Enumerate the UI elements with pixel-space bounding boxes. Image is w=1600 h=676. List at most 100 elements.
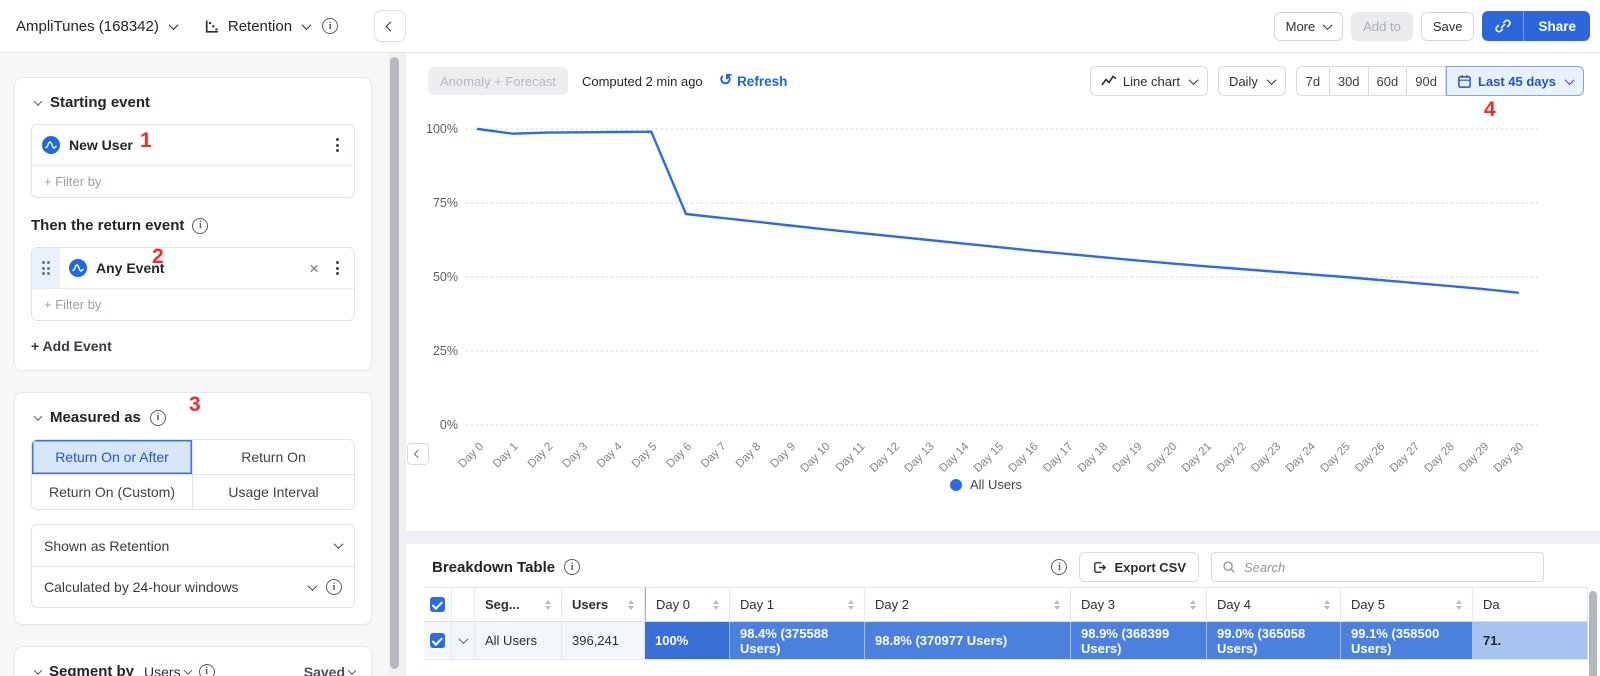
- svg-text:75%: 75%: [433, 196, 458, 210]
- info-icon[interactable]: i: [326, 579, 342, 595]
- column-header-da[interactable]: Da: [1473, 587, 1588, 622]
- svg-text:Day 20: Day 20: [1145, 441, 1179, 475]
- share-button[interactable]: Share: [1524, 11, 1590, 41]
- svg-text:Day 5: Day 5: [630, 441, 660, 471]
- info-icon[interactable]: i: [1051, 559, 1068, 575]
- chevron-down-icon: [1188, 74, 1199, 85]
- link-icon: [1495, 19, 1511, 33]
- add-event-button[interactable]: + Add Event: [31, 338, 112, 354]
- range-preset-60d[interactable]: 60d: [1368, 66, 1408, 96]
- kebab-menu-icon[interactable]: [331, 134, 344, 156]
- remove-event-icon[interactable]: ×: [309, 258, 319, 278]
- retention-cell-day-4[interactable]: 99.0% (365058 Users): [1207, 622, 1341, 660]
- saved-segments-dropdown[interactable]: Saved: [304, 664, 357, 676]
- select-all-checkbox[interactable]: [430, 597, 445, 612]
- svg-text:Day 26: Day 26: [1353, 441, 1387, 475]
- date-range-picker[interactable]: Last 45 days: [1445, 66, 1584, 96]
- svg-text:Day 10: Day 10: [799, 441, 833, 475]
- svg-text:50%: 50%: [433, 270, 458, 284]
- svg-text:Day 29: Day 29: [1457, 441, 1491, 475]
- column-header-seg-[interactable]: Seg...: [475, 587, 562, 622]
- export-csv-button[interactable]: Export CSV: [1079, 552, 1199, 582]
- retention-chart-icon: [203, 18, 220, 35]
- project-selector[interactable]: AmpliTunes (168342): [16, 18, 179, 35]
- scroll-left-button[interactable]: [407, 443, 429, 465]
- info-icon[interactable]: i: [564, 559, 581, 575]
- segment-mode-dropdown[interactable]: Users: [144, 664, 192, 676]
- measured-as-option[interactable]: Usage Interval: [193, 475, 354, 509]
- save-button[interactable]: Save: [1420, 11, 1475, 41]
- sidebar-scrollbar-thumb[interactable]: [390, 57, 399, 669]
- retention-cell-day-1[interactable]: 98.4% (375588 Users): [730, 622, 865, 660]
- range-preset-7d[interactable]: 7d: [1295, 66, 1330, 96]
- date-range-presets: 7d 30d 60d 90d: [1295, 66, 1446, 96]
- shown-as-dropdown[interactable]: Shown as Retention: [32, 525, 354, 566]
- sort-icon: [842, 600, 854, 610]
- measured-as-header[interactable]: Measured as i: [31, 409, 355, 426]
- chart-type-selector[interactable]: Retention: [228, 18, 312, 35]
- chart-controls: Line chart Daily 7d 30d 60d 90d Last 45 day…: [1080, 66, 1584, 96]
- starting-event-box: New User + Filter by: [31, 124, 355, 198]
- starting-event-filter-by[interactable]: + Filter by: [32, 165, 354, 197]
- chevron-down-icon: [301, 19, 312, 30]
- calculated-by-dropdown[interactable]: Calculated by 24-hour windows i: [32, 566, 354, 607]
- svg-text:Day 15: Day 15: [972, 441, 1006, 475]
- refresh-button[interactable]: ↻ Refresh: [718, 72, 788, 89]
- drag-handle-icon[interactable]: [32, 248, 60, 288]
- starting-event-header[interactable]: Starting event: [31, 94, 355, 111]
- retention-cell-day-2[interactable]: 98.8% (370977 Users): [865, 622, 1071, 660]
- column-header-day-3[interactable]: Day 3: [1071, 587, 1207, 622]
- legend-item[interactable]: All Users: [949, 477, 1022, 492]
- info-icon[interactable]: i: [149, 409, 166, 426]
- svg-text:Day 13: Day 13: [903, 441, 937, 475]
- share-split-button: Share: [1482, 11, 1590, 41]
- column-header-day-5[interactable]: Day 5: [1341, 587, 1473, 622]
- row-expand-chevron[interactable]: [458, 634, 468, 645]
- column-header-users[interactable]: Users: [562, 587, 645, 622]
- table-row[interactable]: All Users 396,241 100% 98.4% (375588 Users)…: [424, 622, 1588, 660]
- svg-text:Day 7: Day 7: [699, 441, 729, 471]
- legend-dot: [949, 478, 962, 491]
- retention-cell-day-3[interactable]: 98.9% (368399 Users): [1071, 622, 1207, 660]
- copy-link-button[interactable]: [1482, 11, 1525, 41]
- row-select-cell: [424, 622, 452, 660]
- chevron-down-icon[interactable]: [33, 665, 43, 675]
- return-event-filter-by[interactable]: + Filter by: [32, 288, 354, 320]
- retention-cell-day-0[interactable]: 100%: [645, 622, 730, 660]
- column-header-day-4[interactable]: Day 4: [1207, 587, 1341, 622]
- range-preset-90d[interactable]: 90d: [1407, 66, 1446, 96]
- breakdown-header: Breakdown Table i i Export CSV: [406, 544, 1600, 586]
- measured-as-options: Return On or After Return On Return On (Cu…: [31, 439, 355, 510]
- svg-text:Day 28: Day 28: [1423, 441, 1457, 475]
- retention-line-chart[interactable]: 0% 25% 50% 75% 100% Day 0 Day 1 Day 2 Day 3 Day 4…: [406, 113, 1566, 493]
- measured-as-option[interactable]: Return On (Custom): [32, 475, 193, 509]
- starting-event-row[interactable]: New User: [32, 125, 354, 165]
- info-icon[interactable]: i: [322, 18, 339, 34]
- info-icon[interactable]: i: [198, 663, 215, 676]
- column-header-day-1[interactable]: Day 1: [730, 587, 865, 622]
- column-header-day-0[interactable]: Day 0: [645, 587, 730, 622]
- save-label: Save: [1432, 18, 1463, 34]
- annotation-marker-4: 4: [1484, 98, 1496, 121]
- more-button[interactable]: More: [1273, 11, 1344, 41]
- range-preset-30d[interactable]: 30d: [1329, 66, 1369, 96]
- measured-as-option[interactable]: Return On: [193, 440, 354, 475]
- breakdown-title: Breakdown Table: [432, 558, 556, 576]
- retention-cell-day-5[interactable]: 99.1% (358500 Users): [1341, 622, 1473, 660]
- kebab-menu-icon[interactable]: [331, 257, 344, 279]
- search-input[interactable]: [1244, 559, 1533, 575]
- measured-as-option[interactable]: Return On or After: [32, 440, 193, 475]
- svg-text:Day 2: Day 2: [526, 441, 556, 471]
- chart-type-dropdown[interactable]: Line chart: [1089, 66, 1208, 96]
- column-header-day-2[interactable]: Day 2: [865, 587, 1071, 622]
- retention-cell-day-6[interactable]: 71.: [1473, 622, 1588, 660]
- sort-icon: [622, 600, 634, 610]
- interval-dropdown[interactable]: Daily: [1217, 66, 1286, 96]
- row-checkbox[interactable]: [430, 633, 445, 648]
- return-event-row[interactable]: Any Event ×: [32, 248, 354, 288]
- svg-text:Day 12: Day 12: [868, 441, 902, 475]
- svg-text:Day 25: Day 25: [1319, 441, 1353, 475]
- info-icon[interactable]: i: [192, 217, 209, 234]
- table-scrollbar-thumb[interactable]: [1589, 591, 1597, 676]
- sidebar-collapse-button[interactable]: [374, 10, 406, 42]
